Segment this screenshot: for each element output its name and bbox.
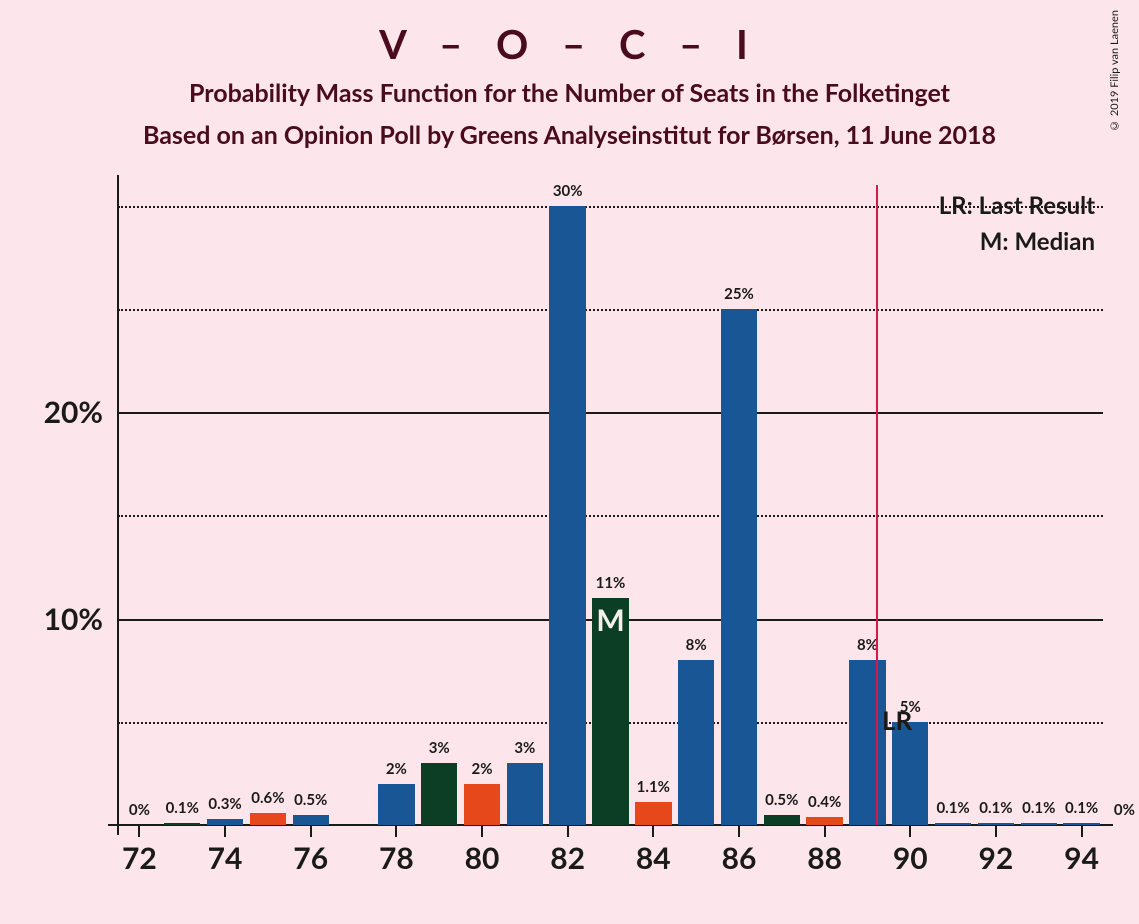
legend-last-result: LR: Last Result	[939, 191, 1095, 220]
x-axis-tick-label: 92	[979, 840, 1014, 876]
bar	[806, 817, 842, 825]
bar-value-label: 1.1%	[637, 778, 670, 796]
bar-value-label: 2%	[386, 760, 407, 778]
bar	[378, 784, 414, 825]
bar	[549, 206, 585, 825]
bar-value-label: 3%	[514, 739, 535, 757]
bar	[421, 763, 457, 825]
x-axis-tick-label: 90	[893, 840, 928, 876]
bar-value-label: 0.1%	[1022, 799, 1055, 817]
chart-plot-area: 10%20%7274767880828486889092940%0.1%0.3%…	[118, 185, 1103, 825]
x-axis-tick-label: 86	[722, 840, 757, 876]
last-result-label: LR	[882, 704, 912, 736]
bar-value-label: 0.1%	[936, 799, 969, 817]
x-axis-tick-mark	[909, 825, 911, 837]
bar	[293, 815, 329, 825]
bar-value-label: 3%	[429, 739, 450, 757]
median-marker: M	[596, 602, 624, 638]
bar	[464, 784, 500, 825]
copyright-text: © 2019 Filip van Laenen	[1108, 10, 1121, 132]
bar-value-label: 0%	[129, 801, 150, 819]
x-axis-tick-mark	[1081, 825, 1083, 837]
y-axis-tick-label: 20%	[23, 394, 103, 430]
bar	[721, 309, 757, 825]
bar	[507, 763, 543, 825]
bar	[635, 802, 671, 825]
bar	[164, 823, 200, 825]
x-axis-tick-label: 84	[636, 840, 671, 876]
bar-value-label: 2%	[472, 760, 493, 778]
bar-value-label: 30%	[553, 182, 583, 200]
last-result-line	[876, 185, 878, 825]
bar-value-label: 0.1%	[1065, 799, 1098, 817]
x-axis-tick-mark	[738, 825, 740, 837]
bar-value-label: 0%	[1114, 801, 1135, 819]
x-axis-tick-label: 94	[1064, 840, 1099, 876]
chart-subtitle-1: Probability Mass Function for the Number…	[0, 78, 1139, 108]
x-axis-tick-mark	[310, 825, 312, 837]
grid-line-minor	[118, 309, 1103, 311]
y-axis-tick-label: 10%	[23, 601, 103, 637]
bar	[764, 815, 800, 825]
x-axis-tick-label: 80	[465, 840, 500, 876]
chart-title: V – O – C – I	[0, 0, 1139, 68]
bar-value-label: 0.1%	[979, 799, 1012, 817]
bar-value-label: 25%	[724, 285, 754, 303]
bar	[1021, 823, 1057, 825]
x-axis-tick-mark	[138, 825, 140, 837]
bar-value-label: 0.4%	[808, 793, 841, 811]
x-axis-tick-label: 74	[208, 840, 243, 876]
x-axis-tick-mark	[481, 825, 483, 837]
bar	[1063, 823, 1099, 825]
x-axis-tick-mark	[567, 825, 569, 837]
bar-value-label: 8%	[686, 636, 707, 654]
bar	[250, 813, 286, 825]
grid-line-major	[118, 412, 1103, 414]
grid-line-minor	[118, 515, 1103, 517]
legend-median: M: Median	[980, 227, 1095, 256]
y-axis-line	[117, 175, 119, 835]
x-axis-tick-label: 76	[293, 840, 328, 876]
bar	[892, 722, 928, 825]
x-axis-tick-label: 82	[550, 840, 585, 876]
bar	[978, 823, 1014, 825]
bar-value-label: 0.1%	[166, 799, 199, 817]
bar-value-label: 0.3%	[208, 795, 241, 813]
bar-value-label: 11%	[596, 574, 626, 592]
bar-value-label: 0.6%	[251, 789, 284, 807]
x-axis-tick-mark	[995, 825, 997, 837]
bar	[935, 823, 971, 825]
x-axis-tick-mark	[652, 825, 654, 837]
x-axis-tick-label: 72	[122, 840, 157, 876]
x-axis-tick-mark	[224, 825, 226, 837]
bar-value-label: 8%	[857, 636, 878, 654]
bar-value-label: 0.5%	[294, 791, 327, 809]
x-axis-tick-mark	[395, 825, 397, 837]
chart-subtitle-2: Based on an Opinion Poll by Greens Analy…	[0, 120, 1139, 150]
bar	[207, 819, 243, 825]
x-axis-tick-label: 88	[807, 840, 842, 876]
bar-value-label: 0.5%	[765, 791, 798, 809]
bar	[849, 660, 885, 825]
x-axis-tick-mark	[824, 825, 826, 837]
x-axis-tick-label: 78	[379, 840, 414, 876]
bar	[678, 660, 714, 825]
